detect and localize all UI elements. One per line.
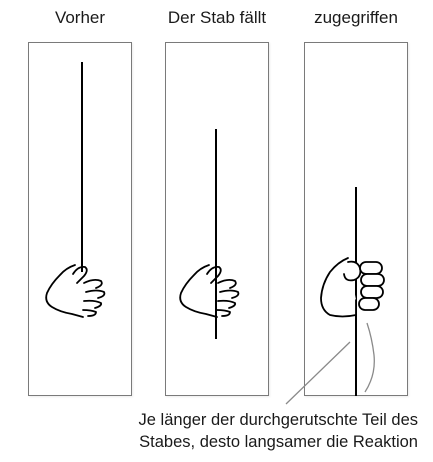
caption-line-2: Stabes, desto langsamer die Reaktion	[139, 433, 418, 451]
panel-box-caught	[304, 42, 408, 396]
caption-line-1: Je länger der durchgerutschte Teil des	[138, 411, 418, 429]
panel-title-falling: Der Stab fällt	[167, 8, 267, 27]
panel-title-caught: zugegriffen	[314, 8, 398, 27]
panel-title-before: Vorher	[54, 8, 106, 27]
panel-box-falling	[165, 42, 269, 396]
panel-box-before	[28, 42, 132, 396]
